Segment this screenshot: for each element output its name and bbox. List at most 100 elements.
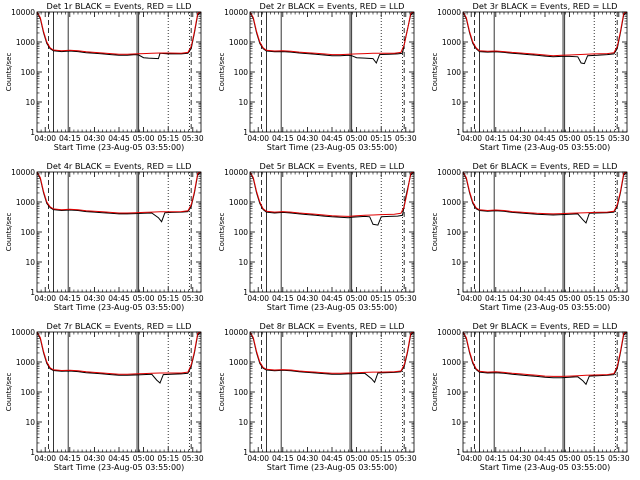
lld-series-line [37,12,201,55]
lld-series-line [463,172,627,215]
y-tick-label: 1 [243,288,248,297]
plot-frame [249,11,415,133]
y-tick-label: 10000 [224,168,248,177]
lld-series-line [37,172,201,214]
plot-frame [462,331,628,453]
series-group [37,12,201,60]
x-tick-label: 04:15 [485,294,507,303]
detector-panel-5: Det 5r BLACK = Events, RED = LLD 1 10 100 10… [218,161,417,312]
x-tick-label: 04:15 [485,454,507,463]
panel-title: Det 9r BLACK = Events, RED = LLD [473,321,618,331]
series-group [37,332,201,384]
x-tick-label: 05:30 [395,454,417,463]
plot-frame [36,11,202,133]
detector-panel-2: Det 2r BLACK = Events, RED = LLD 1 10 100 10… [218,1,417,152]
y-axis-label: Counts/sec [218,213,226,252]
x-tick-label: 04:00 [247,454,269,463]
x-tick-label: 04:00 [247,134,269,143]
plot-frame [36,331,202,453]
x-tick-label: 05:00 [559,134,581,143]
event-markers [474,172,618,292]
x-axis-label: Start Time (23-Aug-05 03:55:00) [480,143,611,152]
y-tick-label: 1 [30,288,35,297]
y-tick-label: 100 [234,228,249,237]
events-series-line [37,332,201,384]
y-tick-label: 100 [447,68,462,77]
x-tick-label: 05:15 [370,454,392,463]
x-tick-label: 05:30 [395,294,417,303]
lld-series-line [250,12,414,56]
y-tick-label: 10 [25,418,35,427]
panel-title: Det 6r BLACK = Events, RED = LLD [473,161,618,171]
y-tick-label: 10000 [11,8,35,17]
x-tick-label: 04:30 [84,134,106,143]
y-axis-label: Counts/sec [218,373,226,412]
series-group [463,12,627,65]
x-tick-label: 05:30 [182,294,204,303]
y-tick-label: 1000 [442,38,461,47]
y-tick-label: 10 [25,258,35,267]
y-tick-label: 1 [243,448,248,457]
x-tick-label: 05:15 [583,294,605,303]
panel-title: Det 3r BLACK = Events, RED = LLD [473,1,618,11]
x-tick-label: 05:15 [583,454,605,463]
x-tick-label: 05:30 [395,134,417,143]
event-markers [48,172,192,292]
x-axis-label: Start Time (23-Aug-05 03:55:00) [54,143,185,152]
y-tick-label: 10 [451,98,461,107]
x-axis-label: Start Time (23-Aug-05 03:55:00) [267,463,398,472]
y-axis-label: Counts/sec [5,213,13,252]
y-tick-label: 1000 [229,38,248,47]
x-tick-label: 05:30 [608,454,630,463]
events-series-line [463,332,627,386]
x-tick-label: 05:00 [133,294,155,303]
y-axis-label: Counts/sec [5,373,13,412]
series-group [250,172,414,226]
y-tick-label: 10 [25,98,35,107]
x-tick-label: 04:15 [59,294,81,303]
x-tick-label: 04:45 [108,294,130,303]
y-tick-label: 10000 [437,168,461,177]
y-tick-label: 10 [451,258,461,267]
x-tick-label: 04:15 [272,294,294,303]
x-tick-label: 04:30 [297,134,319,143]
y-tick-label: 1000 [229,358,248,367]
y-tick-label: 100 [21,68,36,77]
y-tick-label: 1000 [16,38,35,47]
y-tick-label: 1 [456,128,461,137]
panel-title: Det 8r BLACK = Events, RED = LLD [260,321,405,331]
x-tick-label: 05:00 [133,134,155,143]
y-tick-label: 100 [234,68,249,77]
series-group [463,332,627,386]
detector-panel-3: Det 3r BLACK = Events, RED = LLD 1 10 100 10… [431,1,630,152]
x-tick-label: 05:15 [370,294,392,303]
y-axis-label: Counts/sec [218,53,226,92]
y-tick-label: 1 [243,128,248,137]
x-tick-label: 04:30 [297,454,319,463]
y-axis-label: Counts/sec [431,53,439,92]
events-series-line [250,172,414,226]
x-tick-label: 05:00 [346,454,368,463]
x-tick-label: 04:00 [34,134,56,143]
series-group [250,332,414,384]
y-tick-label: 1000 [16,198,35,207]
x-tick-label: 04:15 [59,134,81,143]
x-tick-label: 04:45 [321,294,343,303]
x-tick-label: 04:30 [84,294,106,303]
x-tick-label: 05:30 [182,134,204,143]
y-tick-label: 1 [30,448,35,457]
x-tick-label: 05:00 [133,454,155,463]
y-tick-label: 10 [238,418,248,427]
events-series-line [250,12,414,65]
event-markers [474,12,618,132]
x-tick-label: 04:45 [108,134,130,143]
y-tick-label: 10000 [11,168,35,177]
y-tick-label: 1000 [16,358,35,367]
y-tick-label: 10000 [11,328,35,337]
y-tick-label: 10 [238,258,248,267]
x-tick-label: 05:15 [157,454,179,463]
x-tick-label: 04:00 [460,454,482,463]
x-tick-label: 04:45 [534,454,556,463]
events-series-line [463,172,627,224]
